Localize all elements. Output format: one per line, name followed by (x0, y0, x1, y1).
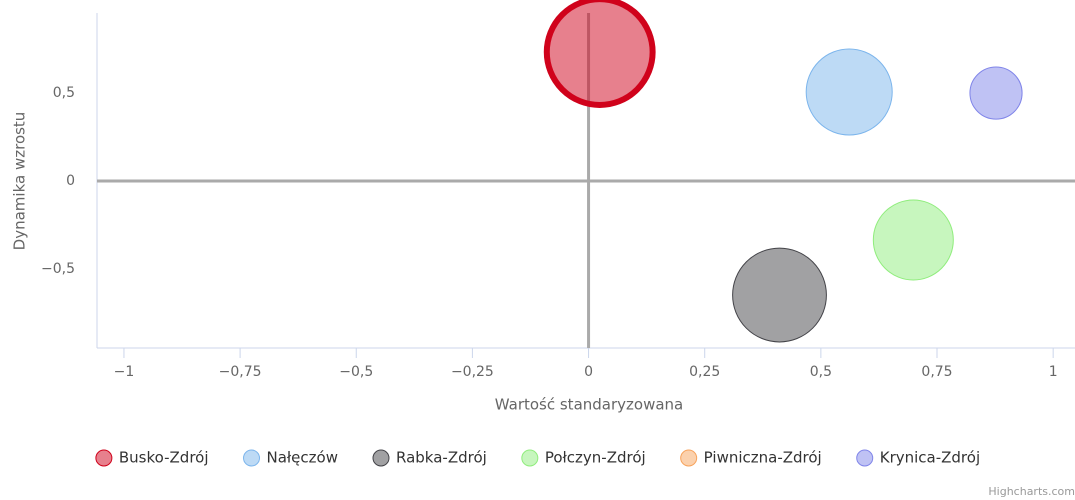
x-tick-label: −1 (114, 364, 135, 380)
legend-symbol (521, 449, 539, 467)
x-tick-label: 0,5 (810, 364, 832, 380)
legend-symbol (372, 449, 390, 467)
x-tick-label: −0,5 (339, 364, 373, 380)
x-tick-label: 1 (1049, 364, 1058, 380)
legend-item: Nałęczów (243, 449, 338, 467)
legend-item: Połczyn-Zdrój (521, 449, 646, 467)
bubble (805, 48, 893, 136)
x-tick-label: 0,75 (921, 364, 952, 380)
legend-symbol (856, 449, 874, 467)
y-axis-title: Dynamika wzrostu (11, 112, 29, 251)
bubble (543, 0, 656, 108)
legend-label: Rabka-Zdrój (396, 449, 487, 467)
legend-item: Rabka-Zdrój (372, 449, 487, 467)
y-tick-label: 0 (66, 173, 75, 189)
legend: Busko-Zdrój Nałęczów Rabka-Zdrój Połczyn-Zd… (95, 449, 980, 467)
legend-label: Piwniczna-Zdrój (704, 449, 822, 467)
legend-symbol (95, 449, 113, 467)
credits: Highcharts.com (988, 485, 1075, 498)
legend-label: Nałęczów (267, 449, 338, 467)
legend-item: Krynica-Zdrój (856, 449, 980, 467)
x-tick-label: 0,25 (689, 364, 720, 380)
legend-symbol (680, 449, 698, 467)
y-tick-label: −0,5 (41, 261, 75, 277)
bubble (969, 66, 1023, 120)
bubble (732, 247, 827, 343)
x-tick-label: −0,25 (451, 364, 494, 380)
legend-label: Połczyn-Zdrój (545, 449, 646, 467)
legend-symbol (243, 449, 261, 467)
legend-label: Busko-Zdrój (119, 449, 209, 467)
x-axis-title: Wartość standaryzowana (495, 396, 683, 414)
legend-label: Krynica-Zdrój (880, 449, 980, 467)
x-tick-label: −0,75 (219, 364, 262, 380)
y-tick-label: 0,5 (53, 85, 75, 101)
legend-item: Piwniczna-Zdrój (680, 449, 822, 467)
legend-item: Busko-Zdrój (95, 449, 209, 467)
x-tick-label: 0 (584, 364, 593, 380)
bubble (872, 199, 954, 281)
